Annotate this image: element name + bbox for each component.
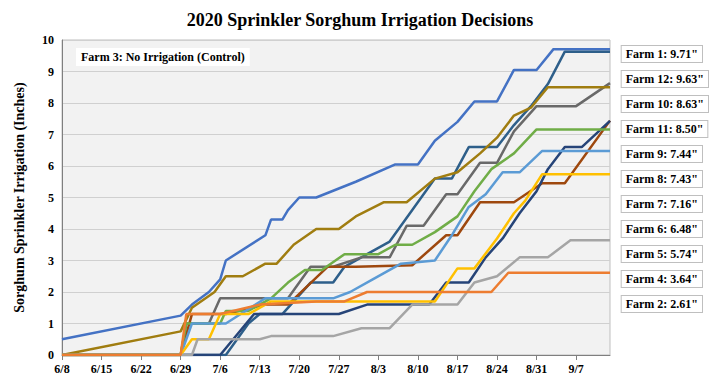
svg-text:Farm 3: No Irrigation (Control: Farm 3: No Irrigation (Control) (81, 50, 245, 64)
svg-text:Farm 6: 6.48": Farm 6: 6.48" (626, 222, 698, 236)
svg-text:10: 10 (42, 33, 54, 47)
svg-text:8/17: 8/17 (447, 362, 468, 376)
svg-text:8: 8 (48, 96, 54, 110)
svg-text:Farm 4: 3.64": Farm 4: 3.64" (626, 272, 698, 286)
svg-text:Farm 11: 8.50": Farm 11: 8.50" (626, 122, 704, 136)
svg-text:7/27: 7/27 (328, 362, 349, 376)
svg-text:Farm 9: 7.44": Farm 9: 7.44" (626, 147, 698, 161)
svg-text:6/8: 6/8 (54, 362, 69, 376)
svg-text:5: 5 (48, 191, 54, 205)
svg-text:3: 3 (48, 254, 54, 268)
svg-text:8/3: 8/3 (371, 362, 386, 376)
svg-text:6/29: 6/29 (170, 362, 191, 376)
svg-text:0: 0 (48, 348, 54, 362)
svg-text:1: 1 (48, 317, 54, 331)
svg-text:9: 9 (48, 65, 54, 79)
svg-text:7: 7 (48, 128, 54, 142)
svg-text:Farm 7: 7.16": Farm 7: 7.16" (626, 197, 698, 211)
svg-text:4: 4 (48, 222, 54, 236)
svg-text:2: 2 (48, 285, 54, 299)
svg-text:8/10: 8/10 (407, 362, 428, 376)
svg-text:Farm 5: 5.74": Farm 5: 5.74" (626, 247, 698, 261)
svg-text:Sorghum Sprinkler Irrigation (: Sorghum Sprinkler Irrigation (Inches) (12, 82, 28, 313)
svg-text:6/15: 6/15 (91, 362, 112, 376)
svg-text:Farm 12: 9.63": Farm 12: 9.63" (626, 72, 704, 86)
svg-text:Farm 8: 7.43": Farm 8: 7.43" (626, 172, 698, 186)
svg-text:6: 6 (48, 159, 54, 173)
svg-text:8/24: 8/24 (486, 362, 507, 376)
svg-text:7/6: 7/6 (213, 362, 228, 376)
svg-text:6/22: 6/22 (130, 362, 151, 376)
svg-text:2020 Sprinkler Sorghum Irrigat: 2020 Sprinkler Sorghum Irrigation Decisi… (187, 10, 534, 30)
svg-text:Farm 1: 9.71": Farm 1: 9.71" (626, 47, 698, 61)
svg-text:7/20: 7/20 (289, 362, 310, 376)
svg-text:7/13: 7/13 (249, 362, 270, 376)
svg-text:8/31: 8/31 (526, 362, 547, 376)
svg-text:Farm 10: 8.63": Farm 10: 8.63" (626, 97, 704, 111)
svg-text:Farm 2: 2.61": Farm 2: 2.61" (626, 297, 698, 311)
svg-text:9/7: 9/7 (568, 362, 583, 376)
